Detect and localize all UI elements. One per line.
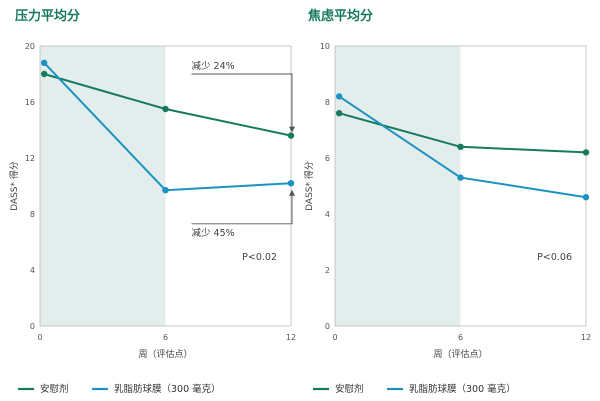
x-axis-label: 周（评估点） (433, 348, 487, 360)
x-tick-label: 6 (163, 333, 168, 342)
data-point-s1-0 (40, 59, 48, 66)
chart-title: 焦虑平均分 (307, 8, 373, 24)
x-tick-label: 12 (581, 333, 591, 342)
legend-label-0: 安慰剂 (335, 383, 364, 395)
chart-title: 压力平均分 (15, 8, 80, 24)
annotation-label: 减少 24% (192, 60, 235, 72)
annotation-arrowhead (289, 189, 295, 196)
x-axis-label: 周（评估点） (138, 348, 192, 360)
y-tick-label: 20 (25, 42, 35, 51)
annotation-arrowhead (289, 126, 295, 133)
legend-label-0: 安慰剂 (40, 383, 69, 395)
y-tick-label: 8 (30, 210, 35, 219)
data-point-s1-2 (287, 180, 295, 187)
y-tick-label: 0 (325, 322, 330, 331)
shaded-period (335, 46, 461, 326)
y-tick-label: 12 (25, 154, 35, 163)
data-point-s1-1 (457, 174, 464, 181)
data-point-s0-0 (335, 110, 343, 117)
annotation-bracket (191, 73, 293, 128)
y-tick-label: 8 (325, 98, 330, 107)
x-tick-label: 6 (458, 333, 463, 342)
data-point-s0-1 (457, 143, 464, 150)
x-tick-label: 0 (332, 333, 337, 342)
y-tick-label: 6 (325, 154, 330, 163)
y-tick-label: 10 (320, 42, 330, 51)
y-tick-label: 4 (325, 210, 330, 219)
data-point-s0-0 (40, 70, 48, 78)
y-axis-label: DASS* 得分 (8, 161, 20, 211)
legend-label-1: 乳脂肪球膜（300 毫克） (114, 383, 221, 395)
annotation-label: 减少 45% (192, 227, 235, 239)
x-tick-label: 12 (286, 333, 296, 342)
data-point-s0-1 (162, 105, 169, 113)
x-tick-label: 0 (37, 333, 42, 342)
plot-frame (334, 45, 587, 327)
annotation-bracket (191, 194, 293, 225)
y-axis-label: DASS* 得分 (303, 161, 315, 211)
y-tick-label: 2 (325, 266, 330, 275)
y-tick-label: 0 (30, 322, 35, 331)
data-point-s1-2 (582, 194, 590, 201)
data-point-s0-2 (582, 149, 590, 156)
p-value-label: P<0.02 (242, 252, 277, 263)
shaded-period (40, 46, 166, 326)
legend-label-1: 乳脂肪球膜（300 毫克） (409, 383, 516, 395)
p-value-label: P<0.06 (537, 252, 572, 263)
data-point-s1-0 (335, 93, 343, 100)
y-tick-label: 4 (30, 266, 35, 275)
data-point-s0-2 (287, 132, 295, 139)
data-point-s1-1 (162, 187, 169, 194)
y-tick-label: 16 (25, 98, 35, 107)
